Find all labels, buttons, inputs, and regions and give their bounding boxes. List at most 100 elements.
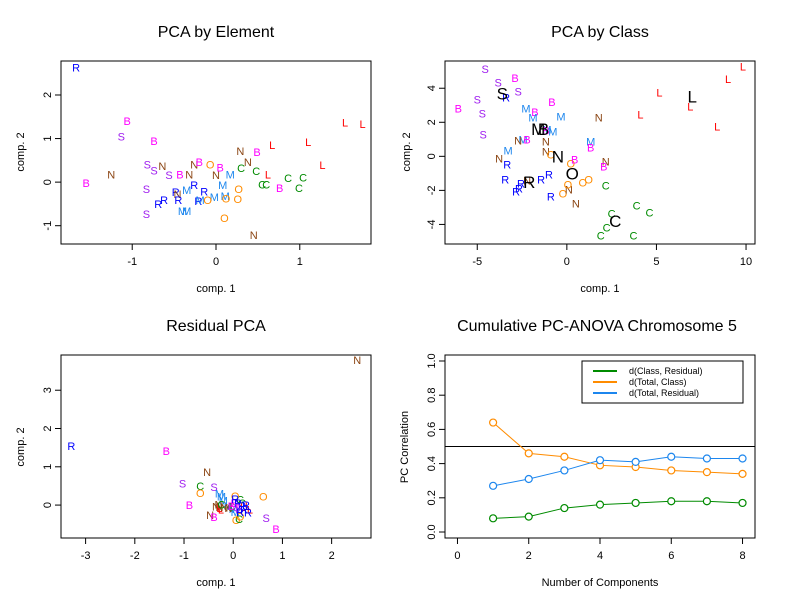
point-label-M: M — [224, 501, 233, 513]
point-label-M: M — [178, 206, 187, 218]
point-label-S: S — [143, 184, 150, 196]
class-centroid-O: O — [566, 164, 579, 183]
point-label-B: B — [276, 183, 283, 195]
panel-pca-by-class: PCA by Class comp. 1 comp. 2 -5 0 5 10 -4 -2 0… — [401, 24, 756, 295]
point-label-S: S — [514, 86, 521, 98]
point-label-R: R — [547, 191, 555, 203]
point-label-C: C — [262, 179, 270, 191]
point-label-R: R — [240, 505, 248, 517]
point-label-B: B — [571, 154, 578, 166]
y-tick-label: 1.0 — [426, 353, 438, 368]
point-label-L: L — [687, 101, 693, 113]
series-point-blue — [489, 481, 498, 490]
point-label-R: R — [190, 180, 198, 192]
point-label-L: L — [218, 505, 224, 517]
chart-title: Cumulative PC-ANOVA Chromosome 5 — [457, 318, 737, 335]
y-axis-label: comp. 2 — [401, 132, 413, 171]
point-label-M: M — [221, 191, 230, 203]
series-point-blue — [667, 452, 676, 461]
series-point-green — [631, 498, 640, 508]
point-label-C: C — [236, 494, 244, 506]
point-label-O: O — [564, 179, 573, 191]
y-tick-label: 0 — [426, 153, 438, 159]
x-tick-label: 1 — [279, 550, 285, 562]
y-tick-label: 0 — [42, 179, 54, 185]
point-label-O: O — [567, 158, 576, 170]
point-label-R: R — [238, 501, 246, 513]
point-label-L: L — [265, 169, 271, 181]
y-tick-label: 0 — [42, 502, 54, 508]
y-axis-label: comp. 2 — [15, 427, 27, 466]
x-tick-label: -1 — [179, 550, 189, 562]
point-label-M: M — [548, 126, 557, 138]
point-label-R: R — [154, 199, 162, 211]
x-tick-label: -2 — [130, 550, 140, 562]
point-label-C: C — [645, 207, 653, 219]
point-label-N: N — [542, 146, 550, 158]
series-point-orange — [667, 466, 676, 475]
series-line-blue — [493, 456, 743, 487]
point-label-L: L — [240, 502, 246, 514]
point-label-C: C — [227, 502, 235, 514]
point-label-R: R — [194, 196, 202, 208]
class-centroid-S: S — [497, 84, 508, 103]
point-label-M: M — [556, 111, 565, 123]
x-tick-label: 0 — [454, 550, 460, 562]
y-axis-label: comp. 2 — [15, 132, 27, 171]
series-point-orange — [489, 418, 498, 427]
point-label-R: R — [537, 174, 545, 186]
point-label-S: S — [479, 129, 486, 141]
x-tick-label: 8 — [739, 550, 745, 562]
point-label-N: N — [212, 502, 220, 514]
point-label-B: B — [455, 103, 462, 115]
point-label-S: S — [143, 209, 150, 221]
chart-title: Residual PCA — [166, 318, 266, 335]
point-label-N: N — [212, 170, 220, 182]
point-label-N: N — [495, 153, 503, 165]
point-label-S: S — [118, 131, 125, 143]
point-label-C: C — [238, 498, 246, 510]
point-label-O: O — [236, 512, 245, 524]
point-label-B: B — [228, 501, 235, 513]
point-label-C: C — [633, 200, 641, 212]
point-label-M: M — [231, 507, 240, 519]
point-label-M: M — [215, 489, 224, 501]
point-label-M: M — [217, 492, 226, 504]
x-tick-label: -5 — [472, 256, 482, 268]
class-centroid-N: N — [552, 147, 564, 166]
point-label-B: B — [542, 125, 549, 137]
point-label-R: R — [174, 195, 182, 207]
point-label-N: N — [224, 503, 232, 515]
point-label-N: N — [595, 112, 603, 124]
point-label-N: N — [203, 467, 211, 479]
point-label-L: L — [637, 109, 643, 121]
point-label-L: L — [714, 121, 720, 133]
point-label-C: C — [196, 481, 204, 493]
point-label-L: L — [245, 501, 251, 513]
point-label-M: M — [226, 169, 235, 181]
y-tick-label: 3 — [42, 387, 54, 393]
series-point-green — [667, 497, 676, 506]
y-tick-label: 0.2 — [426, 490, 438, 505]
point-label-L: L — [656, 87, 662, 99]
x-tick-label: 4 — [597, 550, 603, 562]
x-tick-label: 0 — [230, 550, 236, 562]
point-label-B: B — [548, 97, 555, 109]
point-label-R: R — [231, 494, 239, 506]
series-point-blue — [631, 457, 640, 466]
point-label-B: B — [163, 446, 170, 458]
series-point-orange — [738, 469, 747, 478]
point-label-B: B — [523, 134, 530, 146]
point-label-O: O — [584, 174, 593, 186]
point-label-B: B — [253, 147, 260, 159]
point-label-N: N — [514, 135, 522, 147]
point-label-M: M — [182, 185, 191, 197]
point-label-M: M — [521, 103, 530, 115]
y-tick-label: 2 — [42, 92, 54, 98]
series-point-orange — [560, 452, 569, 461]
point-label-C: C — [602, 180, 610, 192]
point-label-O: O — [203, 195, 212, 207]
point-label-R: R — [503, 159, 511, 171]
x-axis-label: comp. 1 — [196, 283, 235, 295]
point-label-L: L — [269, 140, 275, 152]
